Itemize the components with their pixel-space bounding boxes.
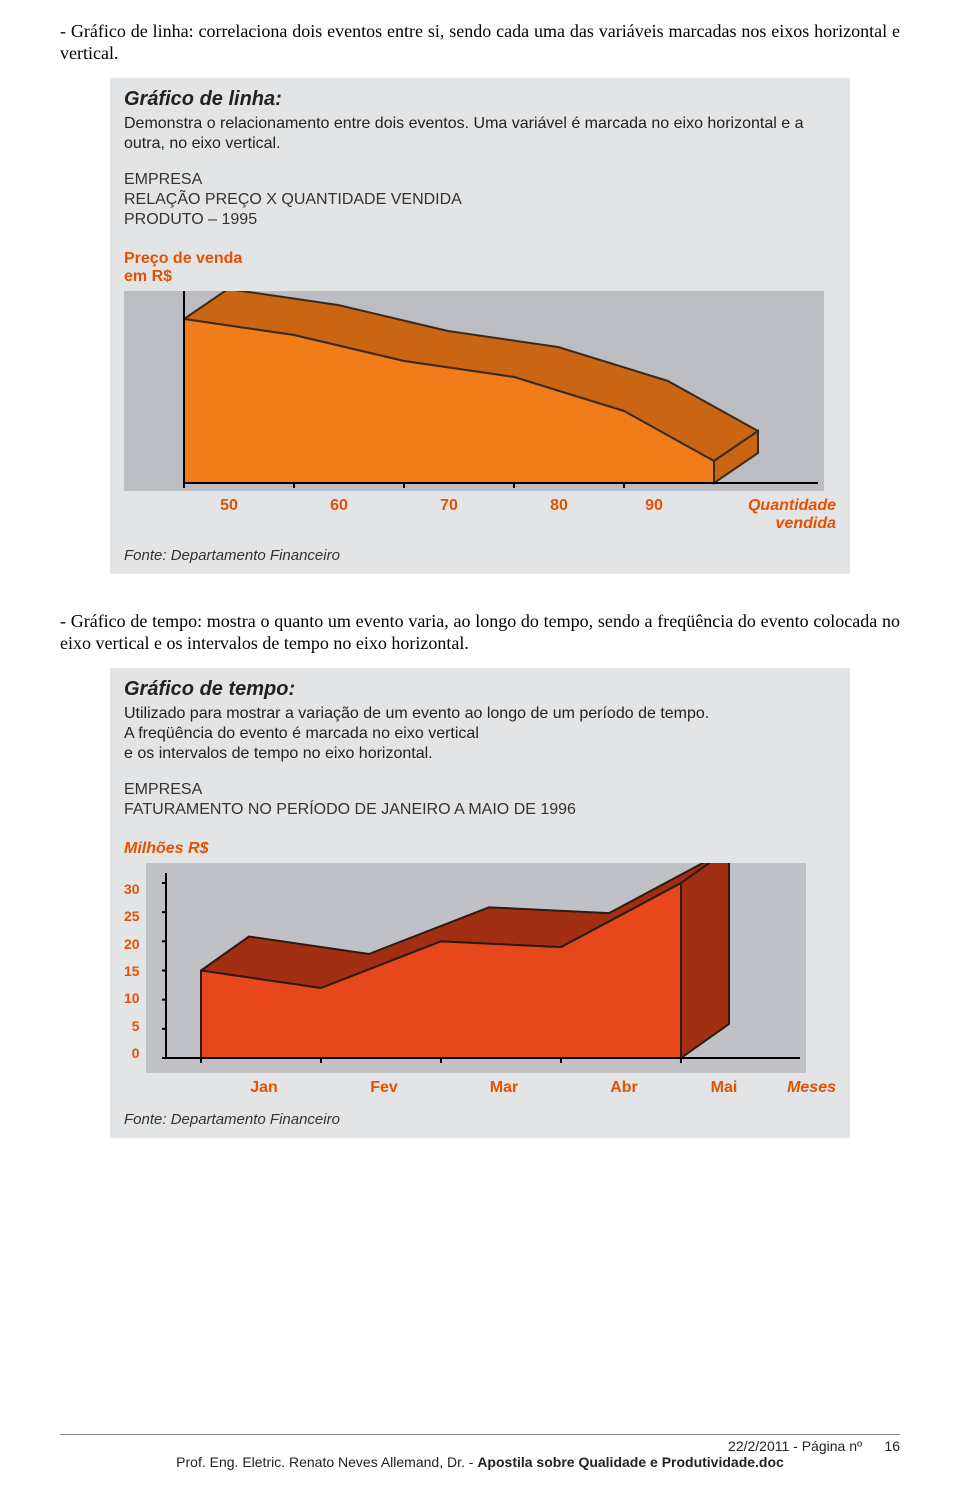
fig1-y-label: Preço de venda em R$ (124, 250, 836, 286)
fig1-emp-l1: EMPRESA (124, 171, 202, 188)
fig2-ytick: 30 (124, 881, 140, 897)
footer-page-number: 16 (872, 1438, 900, 1454)
figure-time-chart: Gráfico de tempo: Utilizado para mostrar… (110, 668, 850, 1138)
fig1-x-ticks: 50 60 70 80 90 Quantidade vendida (124, 497, 836, 533)
fig1-title: Gráfico de linha: (124, 88, 836, 111)
fig2-ytick: 15 (124, 963, 140, 979)
fig2-fonte: Fonte: Departamento Financeiro (124, 1111, 836, 1128)
fig2-ytick: 0 (124, 1045, 140, 1061)
fig2-x-ticks: Jan Fev Mar Abr Mai Meses (124, 1079, 836, 1097)
fig1-emp-l2: RELAÇÃO PREÇO X QUANTIDADE VENDIDA (124, 191, 462, 208)
fig1-xtick: 90 (614, 497, 694, 533)
fig2-y-label: Milhões R$ (124, 840, 836, 858)
fig2-xtick: Fev (324, 1079, 444, 1097)
fig2-xtick: Mar (444, 1079, 564, 1097)
fig2-ytick: 10 (124, 990, 140, 1006)
fig2-title: Gráfico de tempo: (124, 678, 836, 701)
fig1-xtick: 80 (504, 497, 614, 533)
fig2-x-label: Meses (764, 1079, 836, 1097)
fig2-emp-l2: FATURAMENTO NO PERÍODO DE JANEIRO A MAIO… (124, 801, 576, 818)
figure-line-chart: Gráfico de linha: Demonstra o relacionam… (110, 78, 850, 574)
fig2-xtick: Jan (204, 1079, 324, 1097)
page-footer: 22/2/2011 - Página nº 16 Prof. Eng. Elet… (60, 1434, 900, 1470)
footer-doc-title: Apostila sobre Qualidade e Produtividade… (477, 1454, 784, 1470)
paragraph-time-chart: - Gráfico de tempo: mostra o quanto um e… (60, 610, 900, 654)
footer-date: 22/2/2011 (728, 1438, 789, 1454)
fig1-xtick: 50 (174, 497, 284, 533)
fig2-ytick: 5 (124, 1018, 140, 1034)
fig1-desc: Demonstra o relacionamento entre dois ev… (124, 114, 836, 154)
fig1-empresa: EMPRESA RELAÇÃO PREÇO X QUANTIDADE VENDI… (124, 170, 836, 230)
fig1-xtick: 70 (394, 497, 504, 533)
fig2-xtick: Abr (564, 1079, 684, 1097)
fig2-y-ticks: 30 25 20 15 10 5 0 (124, 863, 146, 1073)
fig1-fonte: Fonte: Departamento Financeiro (124, 547, 836, 564)
fig1-x-label: Quantidade vendida (694, 497, 836, 533)
fig2-xtick: Mai (684, 1079, 764, 1097)
fig2-desc: Utilizado para mostrar a variação de um … (124, 704, 836, 764)
fig2-ytick: 20 (124, 936, 140, 952)
fig2-ytick: 25 (124, 908, 140, 924)
paragraph-line-chart: - Gráfico de linha: correlaciona dois ev… (60, 20, 900, 64)
fig2-chart-svg (146, 863, 806, 1073)
fig2-emp-l1: EMPRESA (124, 781, 202, 798)
footer-page-label: - Página nº (793, 1438, 862, 1454)
footer-author: Prof. Eng. Eletric. Renato Neves Alleman… (176, 1454, 477, 1470)
fig1-emp-l3: PRODUTO – 1995 (124, 211, 257, 228)
fig1-chart-svg (124, 291, 824, 491)
fig1-xtick: 60 (284, 497, 394, 533)
fig2-empresa: EMPRESA FATURAMENTO NO PERÍODO DE JANEIR… (124, 780, 836, 820)
